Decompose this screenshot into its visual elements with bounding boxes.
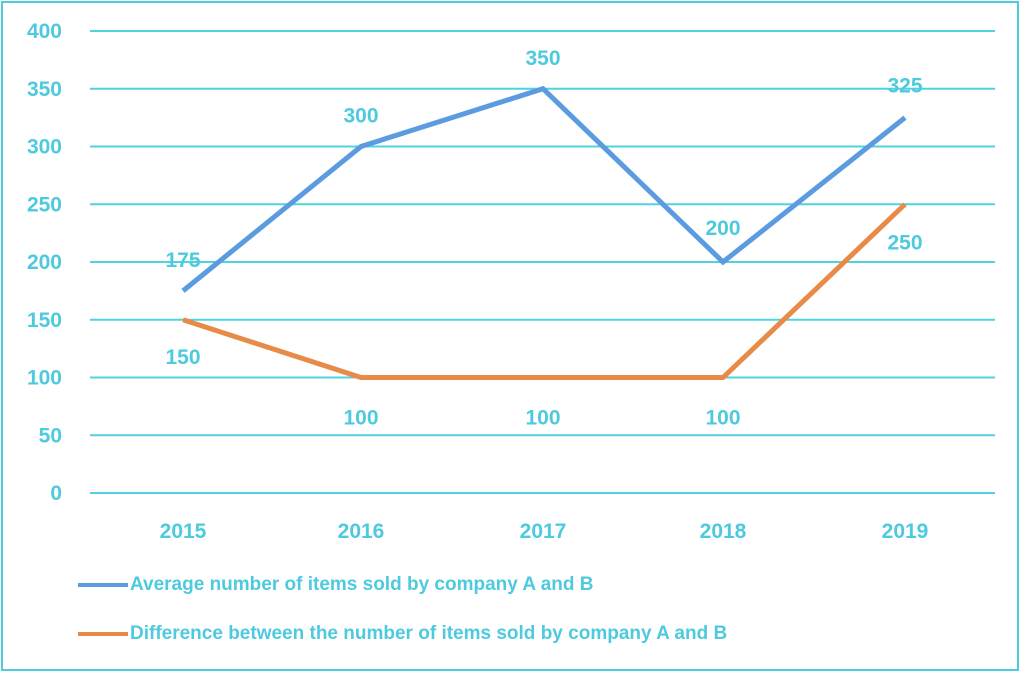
x-tick-label: 2018 xyxy=(700,520,747,543)
x-tick-label: 2019 xyxy=(882,520,929,543)
y-tick-label: 100 xyxy=(27,367,62,390)
data-label: 100 xyxy=(705,407,740,430)
y-tick-label: 350 xyxy=(27,78,62,101)
y-tick-label: 50 xyxy=(39,424,62,447)
legend-label-difference: Difference between the number of items s… xyxy=(130,623,728,644)
y-tick-label: 150 xyxy=(27,309,62,332)
data-label: 300 xyxy=(343,105,378,128)
y-tick-label: 250 xyxy=(27,193,62,216)
x-tick-label: 2016 xyxy=(338,520,385,543)
y-tick-label: 400 xyxy=(27,20,62,43)
y-tick-label: 0 xyxy=(50,482,62,505)
series-lines xyxy=(181,85,907,380)
legend-label-average: Average number of items sold by company … xyxy=(130,574,594,595)
y-tick-label: 300 xyxy=(27,136,62,159)
x-tick-label: 2015 xyxy=(160,520,207,543)
legend-item-difference: Difference between the number of items s… xyxy=(78,623,727,645)
legend-swatch-average xyxy=(78,583,128,587)
data-label: 325 xyxy=(887,75,922,98)
data-label: 175 xyxy=(165,249,200,272)
x-axis-ticks: 2015 2016 2017 2018 2019 xyxy=(160,520,929,543)
series-line-1 xyxy=(182,202,907,380)
y-axis-ticks: 0 50 100 150 200 250 300 350 400 xyxy=(27,20,62,505)
y-tick-label: 200 xyxy=(27,251,62,274)
x-tick-label: 2017 xyxy=(520,520,567,543)
legend-item-average: Average number of items sold by company … xyxy=(78,574,594,596)
data-label: 150 xyxy=(165,346,200,369)
data-label: 250 xyxy=(887,231,922,254)
data-label: 100 xyxy=(343,407,378,430)
data-label: 200 xyxy=(705,217,740,240)
data-label: 100 xyxy=(525,407,560,430)
data-label: 350 xyxy=(525,47,560,70)
data-labels: 175 300 350 200 325 150 100 100 100 250 xyxy=(165,47,922,430)
series-line-0 xyxy=(181,85,907,293)
legend-swatch-difference xyxy=(78,632,128,636)
